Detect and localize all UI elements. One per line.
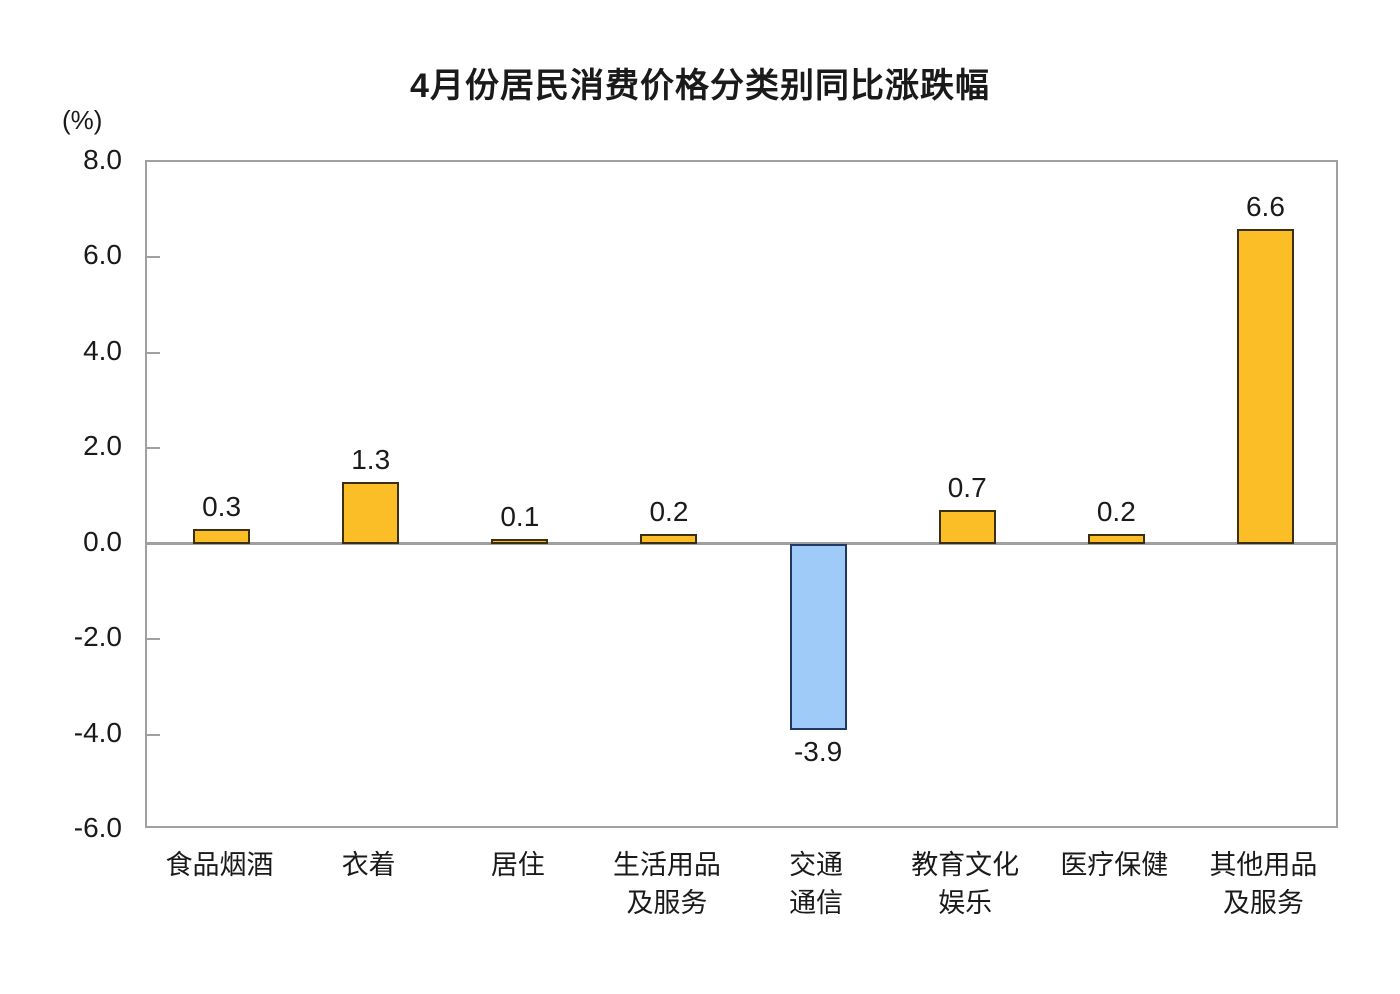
- bar-value-label: 0.2: [649, 496, 689, 528]
- x-tick-label-医疗保健: 医疗保健: [1060, 850, 1169, 880]
- bar-value-label: 0.1: [500, 500, 540, 532]
- x-tick-label-居住: 居住: [490, 850, 545, 880]
- chart-title: 4月份居民消费价格分类别同比涨跌幅: [410, 67, 990, 105]
- bar-value-label: 1.3: [351, 443, 391, 475]
- y-tick-label: 4.0: [83, 334, 122, 366]
- bar-其他用品及服务: [1236, 228, 1294, 544]
- y-tick-label: 6.0: [83, 239, 122, 271]
- y-tick-label: 0.0: [83, 525, 122, 557]
- bar-居住: [491, 538, 549, 544]
- bar-生活用品及服务: [640, 534, 698, 544]
- y-tick-label: -2.0: [73, 621, 122, 653]
- y-tick-label: -6.0: [73, 812, 122, 843]
- bar-衣着: [342, 481, 400, 544]
- bar-value-label: 6.6: [1245, 190, 1285, 222]
- y-tick-label: -4.0: [73, 716, 122, 748]
- x-tick-label-其他用品及服务: 其他用品 及服务: [1209, 850, 1318, 918]
- x-tick-label-教育文化娱乐: 教育文化 娱乐: [911, 850, 1020, 918]
- y-tick-mark: [147, 351, 160, 354]
- y-axis-unit-label: (%): [62, 105, 103, 135]
- bar-教育文化娱乐: [938, 510, 996, 544]
- y-tick-mark: [147, 638, 160, 641]
- y-tick-label: 8.0: [83, 144, 122, 175]
- x-tick-label-食品烟酒: 食品烟酒: [165, 850, 274, 880]
- bar-食品烟酒: [193, 529, 251, 544]
- y-tick-mark: [147, 256, 160, 259]
- bar-交通通信: [789, 543, 847, 730]
- zero-gridline: [147, 542, 1336, 546]
- bar-value-label: 0.3: [202, 491, 242, 523]
- bar-医疗保健: [1087, 534, 1145, 544]
- y-tick-label: 2.0: [83, 430, 122, 462]
- bar-value-label: 0.7: [947, 472, 987, 504]
- x-tick-label-生活用品及服务: 生活用品 及服务: [612, 850, 721, 918]
- x-tick-label-交通通信: 交通 通信: [789, 850, 844, 918]
- y-tick-mark: [147, 447, 160, 450]
- y-tick-mark: [147, 733, 160, 736]
- x-tick-label-衣着: 衣着: [341, 850, 396, 880]
- bar-value-label: -3.9: [793, 735, 843, 767]
- bar-value-label: 0.2: [1096, 496, 1136, 528]
- plot-area: 0.3 1.3 0.1 0.2 -3.9 0.7 0.2 6.6: [145, 160, 1338, 828]
